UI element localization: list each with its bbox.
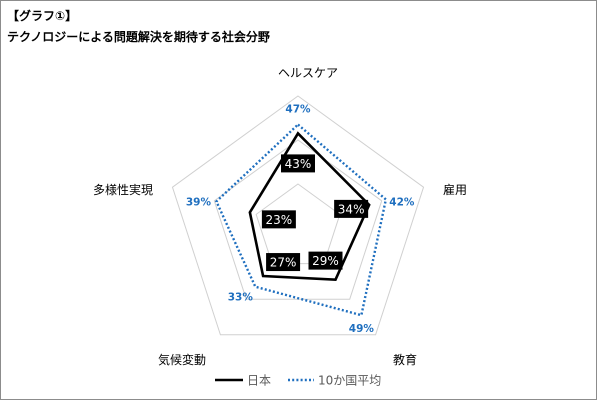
category-label: 気候変動 (158, 352, 206, 367)
data-label-average: 33% (228, 292, 254, 304)
data-label-box (334, 199, 369, 218)
graph-number-label: 【グラフ①】 (7, 9, 78, 23)
data-label-average: 47% (285, 104, 311, 116)
data-label-japan: 34% (334, 199, 369, 218)
grid-ring-2 (171, 95, 425, 336)
legend-label: 日本 (247, 374, 271, 388)
data-label-average: 49% (349, 323, 375, 335)
data-label-box (266, 253, 301, 272)
category-label: ヘルスケア (278, 66, 338, 80)
data-label-box (281, 154, 315, 173)
data-label-average: 42% (389, 196, 415, 208)
legend-item: 10か国平均 (288, 374, 381, 388)
data-label-text: 27% (270, 256, 297, 270)
series-line-0 (248, 131, 371, 281)
category-label: 教育 (393, 352, 417, 367)
data-label-japan: 29% (308, 251, 343, 270)
legend-label: 10か国平均 (318, 374, 381, 388)
data-label-text: 29% (312, 254, 339, 268)
category-label: 多様性実現 (93, 182, 153, 197)
data-label-text: 34% (338, 202, 365, 216)
data-label-box (308, 251, 343, 270)
data-label-japan: 23% (261, 210, 296, 229)
legend-item: 日本 (215, 374, 271, 388)
data-label-box (261, 210, 296, 229)
chart-legend: 日本 10か国平均 (215, 374, 381, 388)
data-label-japan: 43% (281, 154, 315, 173)
category-label: 雇用 (443, 182, 467, 197)
radar-series (214, 122, 388, 317)
chart-title: テクノロジーによる問題解決を期待する社会分野 (7, 30, 270, 44)
data-label-japan: 27% (266, 253, 301, 272)
data-label-text: 23% (266, 213, 293, 227)
data-label-average: 39% (186, 196, 212, 208)
data-label-text: 43% (285, 157, 312, 171)
